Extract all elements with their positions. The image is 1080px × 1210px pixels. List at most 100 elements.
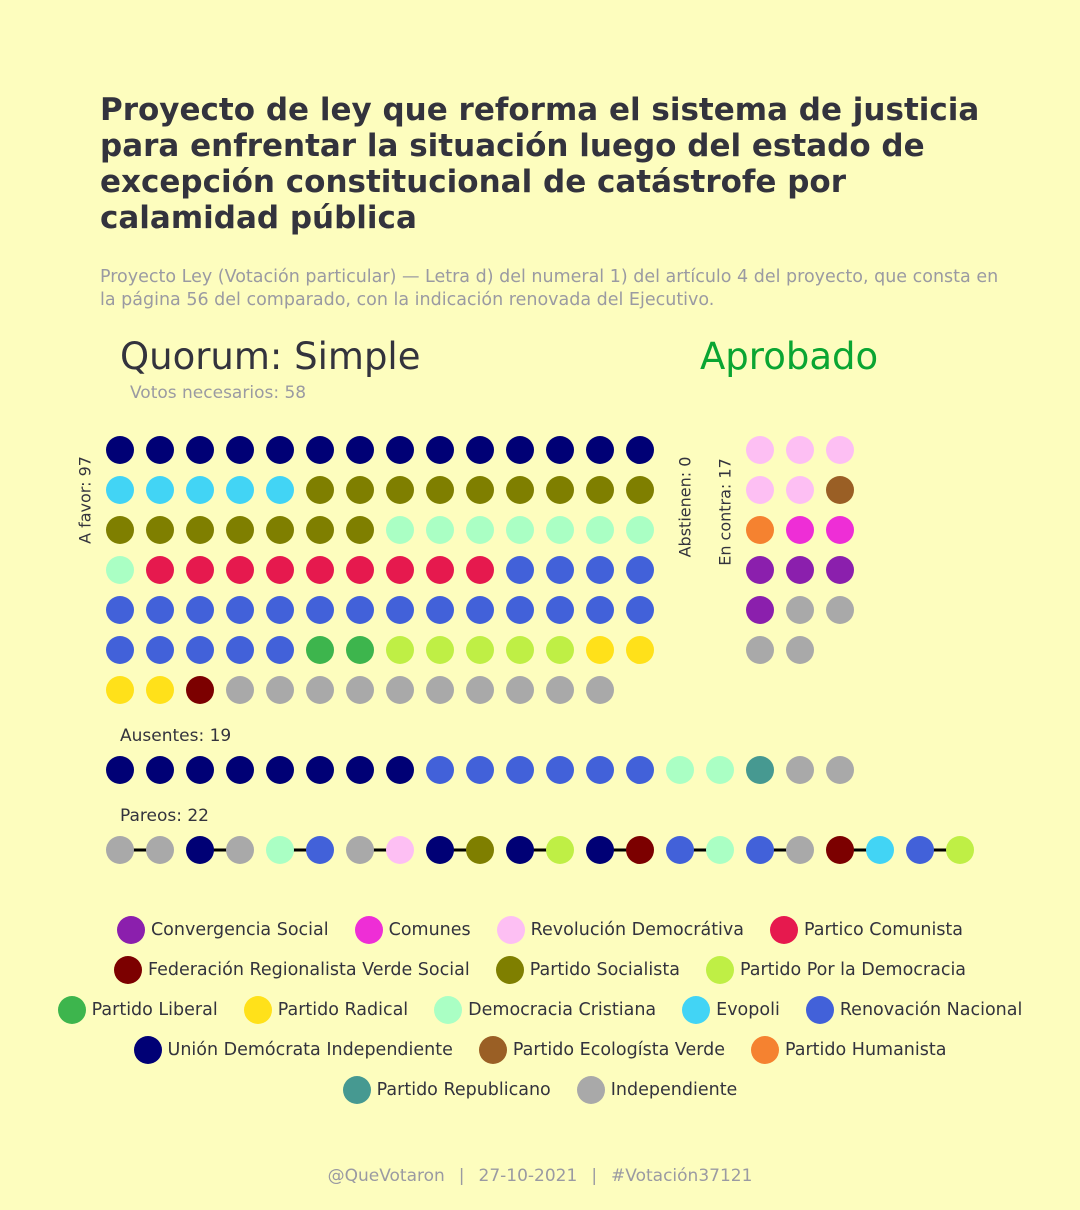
favor-seat (186, 436, 214, 464)
favor-seat (226, 436, 254, 464)
favor-seat (546, 596, 574, 624)
favor-seat (186, 636, 214, 664)
legend-item: Partido Por la Democracia (705, 956, 966, 984)
favor-seat (106, 636, 134, 664)
pair-seat (746, 836, 774, 864)
legend-swatch (133, 1036, 162, 1064)
favor-seat (546, 676, 574, 704)
absent-seat (306, 756, 334, 784)
favor-seat (226, 636, 254, 664)
favor-seat (426, 636, 454, 664)
pair-seat (546, 836, 574, 864)
legend-swatch (495, 956, 524, 984)
favor-seat (146, 596, 174, 624)
absent-seat (266, 756, 294, 784)
contra-seat (826, 516, 854, 544)
pair-seat (946, 836, 974, 864)
legend-row: Federación Regionalista Verde Social Part… (0, 950, 1080, 990)
favor-seat (546, 636, 574, 664)
favor-seat (106, 556, 134, 584)
pair-seat (266, 836, 294, 864)
favor-seat (426, 436, 454, 464)
legend-item: Revolución Democrátiva (496, 916, 744, 944)
absent-seat (786, 756, 814, 784)
contra-seat (746, 436, 774, 464)
legend-swatch (770, 916, 798, 944)
favor-seat (506, 636, 534, 664)
favor-seat (426, 516, 454, 544)
legend-item: Partido Radical (243, 996, 408, 1024)
favor-seat (306, 676, 334, 704)
favor-seat (306, 596, 334, 624)
footer-date: 27-10-2021 (478, 1166, 578, 1186)
pair-seat (226, 836, 254, 864)
favor-seat (266, 436, 294, 464)
favor-seat (586, 476, 614, 504)
favor-seat (346, 476, 374, 504)
favor-seat (386, 516, 414, 544)
absent-seat (226, 756, 254, 784)
footer: @QueVotaron | 27-10-2021 | #Votación37121 (0, 1166, 1080, 1186)
contra-seat (786, 436, 814, 464)
pair-seat (466, 836, 494, 864)
absent-seat (506, 756, 534, 784)
favor-seat (146, 436, 174, 464)
legend-item: Independiente (576, 1076, 737, 1104)
legend-item: Evopoli (682, 996, 780, 1024)
favor-seat (266, 476, 294, 504)
legend-item: Unión Demócrata Independiente (133, 1036, 453, 1064)
legend-label: Partido Liberal (91, 1000, 218, 1020)
legend-item: Partido Ecologísta Verde (478, 1036, 725, 1064)
favor-seat (546, 556, 574, 584)
votes-needed-label: Votos necesarios: 58 (130, 383, 307, 403)
favor-seat (386, 676, 414, 704)
favor-seat (306, 436, 334, 464)
favor-seat (466, 676, 494, 704)
absent-seat (546, 756, 574, 784)
contra-seat (786, 516, 814, 544)
contra-seat (746, 516, 774, 544)
favor-seat (466, 436, 494, 464)
legend-label: Partido Ecologísta Verde (512, 1040, 725, 1060)
legend-label: Democracia Cristiana (468, 1000, 657, 1020)
contra-seat (826, 436, 854, 464)
pair-seat (186, 836, 214, 864)
favor-seat (546, 436, 574, 464)
favor-seat (346, 596, 374, 624)
legend-swatch (434, 996, 463, 1024)
favor-seat (386, 636, 414, 664)
contra-seat (786, 556, 814, 584)
favor-seat (346, 436, 374, 464)
legend-swatch (478, 1036, 507, 1064)
favor-seat (586, 516, 614, 544)
favor-seat (586, 436, 614, 464)
legend-item: Federación Regionalista Verde Social (113, 956, 470, 984)
favor-seat (186, 556, 214, 584)
pair-seat (146, 836, 174, 864)
legend-swatch (576, 1076, 605, 1104)
favor-seat (546, 516, 574, 544)
quorum-label: Quorum: Simple (120, 335, 421, 378)
favor-seat (626, 516, 654, 544)
favor-seat (306, 516, 334, 544)
favor-seat (626, 436, 654, 464)
favor-seat (586, 636, 614, 664)
contra-seat (826, 556, 854, 584)
legend-item: Renovación Nacional (805, 996, 1022, 1024)
favor-seat (146, 676, 174, 704)
favor-seat (106, 596, 134, 624)
favor-seat (626, 476, 654, 504)
legend-item: Convergencia Social (116, 916, 329, 944)
contra-seat (746, 596, 774, 624)
pair-seat (426, 836, 454, 864)
legend-swatch (354, 916, 383, 944)
legend-label: Partido Socialista (529, 960, 680, 980)
favor-seat (426, 556, 454, 584)
favor-seat (186, 676, 214, 704)
legend-item: Comunes (354, 916, 471, 944)
favor-seat (466, 476, 494, 504)
favor-seat (226, 676, 254, 704)
favor-seat (146, 556, 174, 584)
legend-row: Convergencia Social Comunes Revolución Dem… (0, 910, 1080, 950)
legend-row: Partido Liberal Partido Radical Democracia… (0, 990, 1080, 1030)
